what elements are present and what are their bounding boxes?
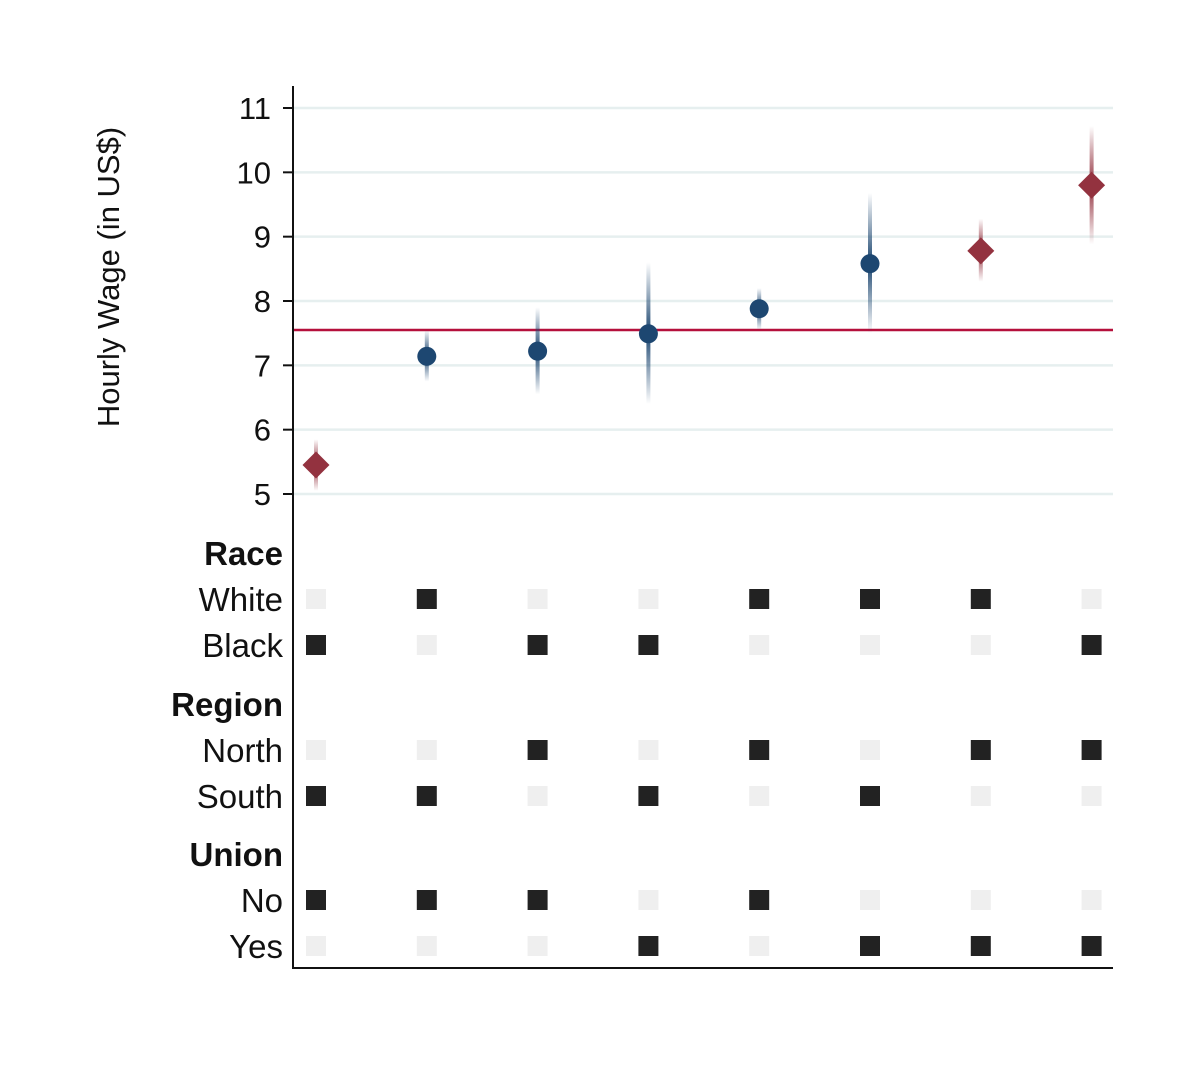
indicator-on — [527, 740, 548, 760]
y-tick-label: 8 — [254, 284, 271, 319]
indicator-off — [970, 786, 991, 806]
indicator-on — [749, 589, 770, 609]
indicator-on — [527, 635, 548, 655]
estimate-point — [967, 237, 995, 265]
y-tick-label: 9 — [254, 220, 271, 255]
indicator-on — [527, 890, 548, 910]
y-tick-label: 10 — [237, 155, 271, 190]
indicator-off — [1081, 890, 1102, 910]
indicator-off — [749, 635, 770, 655]
indicator-on — [306, 635, 326, 655]
estimate-point — [749, 299, 769, 319]
indicator-off — [527, 936, 548, 956]
indicator-off — [638, 740, 659, 760]
indicator-off — [1081, 786, 1102, 806]
indicator-on — [1081, 740, 1102, 760]
estimate-point — [860, 254, 880, 274]
group-label: Race — [204, 535, 283, 572]
indicator-off — [1081, 589, 1102, 609]
indicator-off — [527, 786, 548, 806]
indicator-off — [416, 635, 437, 655]
indicator-on — [416, 589, 437, 609]
indicator-off — [638, 589, 659, 609]
indicator-on — [416, 786, 437, 806]
estimate-point — [302, 451, 330, 479]
indicator-off — [306, 740, 326, 760]
indicator-off — [306, 936, 326, 956]
indicator-on — [416, 890, 437, 910]
row-label: South — [197, 778, 283, 815]
indicator-on — [860, 786, 880, 806]
indicator-on — [638, 635, 659, 655]
indicator-off — [416, 740, 437, 760]
confidence-intervals — [314, 126, 1094, 491]
indicator-off — [860, 635, 880, 655]
indicator-on — [1081, 936, 1102, 956]
estimate-point — [528, 341, 548, 361]
estimate-point — [1078, 171, 1106, 199]
row-label: North — [202, 732, 283, 769]
y-tick-label: 7 — [254, 348, 271, 383]
gridlines — [293, 106, 1113, 496]
indicator-off — [860, 890, 880, 910]
indicator-off — [749, 786, 770, 806]
indicator-on — [306, 786, 326, 806]
row-label: Black — [202, 627, 283, 664]
row-label: White — [199, 581, 283, 618]
group-label: Region — [171, 686, 283, 723]
indicator-on — [306, 890, 326, 910]
indicator-on — [970, 936, 991, 956]
y-axis-label: Hourly Wage (in US$) — [91, 127, 126, 427]
indicator-off — [416, 936, 437, 956]
y-tick-label: 5 — [254, 477, 271, 512]
indicator-off — [970, 635, 991, 655]
y-tick-label: 6 — [254, 413, 271, 448]
axes: 5 6 7 8 9 10 11 — [237, 86, 1113, 969]
indicator-on — [860, 589, 880, 609]
estimate-point — [638, 324, 658, 344]
indicator-on — [638, 936, 659, 956]
indicator-off — [970, 890, 991, 910]
group-label: Union — [190, 836, 283, 873]
indicator-on — [970, 740, 991, 760]
row-label: Yes — [229, 928, 283, 965]
indicator-off — [749, 936, 770, 956]
y-tick-label: 11 — [239, 91, 271, 126]
indicator-on — [860, 936, 880, 956]
indicator-off — [860, 740, 880, 760]
estimate-points — [302, 171, 1106, 479]
indicator-off — [638, 890, 659, 910]
indicator-on — [749, 890, 770, 910]
indicator-on — [638, 786, 659, 806]
indicator-off — [306, 589, 326, 609]
indicator-matrix: Race White Black Region North South Union No Yes — [171, 535, 1102, 965]
indicator-on — [1081, 635, 1102, 655]
indicator-on — [749, 740, 770, 760]
indicator-on — [970, 589, 991, 609]
indicator-off — [527, 589, 548, 609]
estimate-point — [417, 346, 437, 366]
row-label: No — [241, 882, 283, 919]
